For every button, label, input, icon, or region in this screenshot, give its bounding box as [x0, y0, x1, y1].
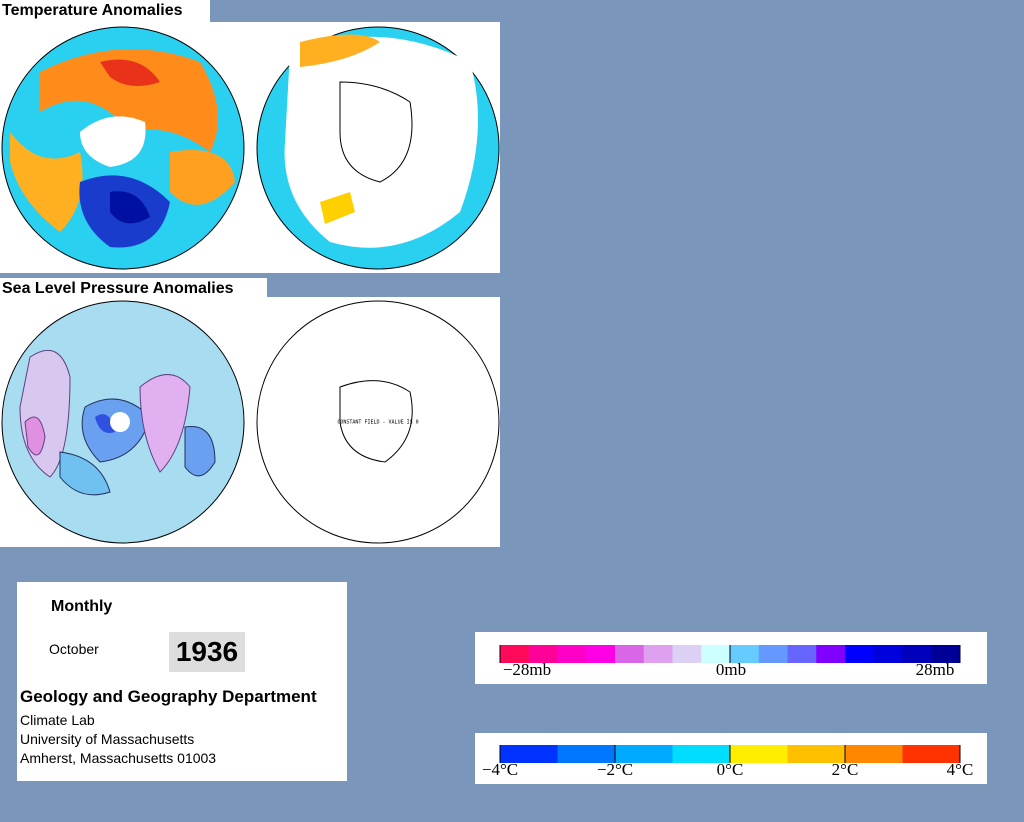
- legends: −28mb 0mb 28mb −4°C −2°C 0°C 2°C 4°C: [475, 632, 987, 784]
- legend-label: 2°C: [832, 760, 859, 779]
- color-swatch: [615, 645, 645, 663]
- panel-title: Temperature Anomalies: [0, 0, 210, 22]
- temperature-maps: [0, 22, 500, 273]
- color-swatch: [500, 745, 558, 763]
- legend-label: −4°C: [482, 760, 518, 779]
- month: October: [49, 641, 99, 657]
- color-swatch: [787, 745, 846, 763]
- legend-label: 0mb: [716, 660, 746, 679]
- legend-label: 0°C: [717, 760, 744, 779]
- color-swatch: [615, 745, 673, 763]
- color-swatch: [672, 745, 731, 763]
- year: 1936: [169, 632, 245, 672]
- color-swatch: [730, 645, 760, 663]
- color-swatch: [500, 645, 530, 663]
- color-swatch: [931, 645, 961, 663]
- legend-label: −28mb: [503, 660, 551, 679]
- color-swatch: [730, 745, 788, 763]
- info-box: Monthly October 1936 Geology and Geograp…: [17, 582, 347, 781]
- legend-label: 28mb: [916, 660, 955, 679]
- legend-label: −2°C: [597, 760, 633, 779]
- address-line: University of Massachusetts: [20, 731, 195, 747]
- color-swatch: [816, 645, 846, 663]
- period: Monthly: [51, 598, 113, 615]
- color-swatch: [672, 645, 702, 663]
- color-swatch: [845, 645, 875, 663]
- color-swatch: [758, 645, 788, 663]
- address-line: Climate Lab: [20, 712, 95, 728]
- color-swatch: [787, 645, 817, 663]
- color-swatch: [643, 645, 673, 663]
- color-swatch: [845, 745, 903, 763]
- pressure-maps: CONSTANT FIELD - VALUE IS 0: [0, 297, 500, 547]
- color-swatch: [701, 645, 731, 663]
- color-swatch: [873, 645, 903, 663]
- legend-label: 4°C: [947, 760, 974, 779]
- department: Geology and Geography Department: [20, 687, 317, 706]
- address: Climate Lab University of Massachusetts …: [20, 711, 216, 768]
- color-swatch: [557, 745, 616, 763]
- map-annotation: CONSTANT FIELD - VALUE IS 0: [337, 420, 418, 426]
- color-swatch: [902, 645, 932, 663]
- color-swatch: [528, 645, 558, 663]
- color-swatch: [586, 645, 616, 663]
- color-swatch: [557, 645, 587, 663]
- address-line: Amherst, Massachusetts 01003: [20, 750, 217, 766]
- panel-title: Sea Level Pressure Anomalies: [0, 278, 267, 297]
- color-swatch: [902, 745, 961, 763]
